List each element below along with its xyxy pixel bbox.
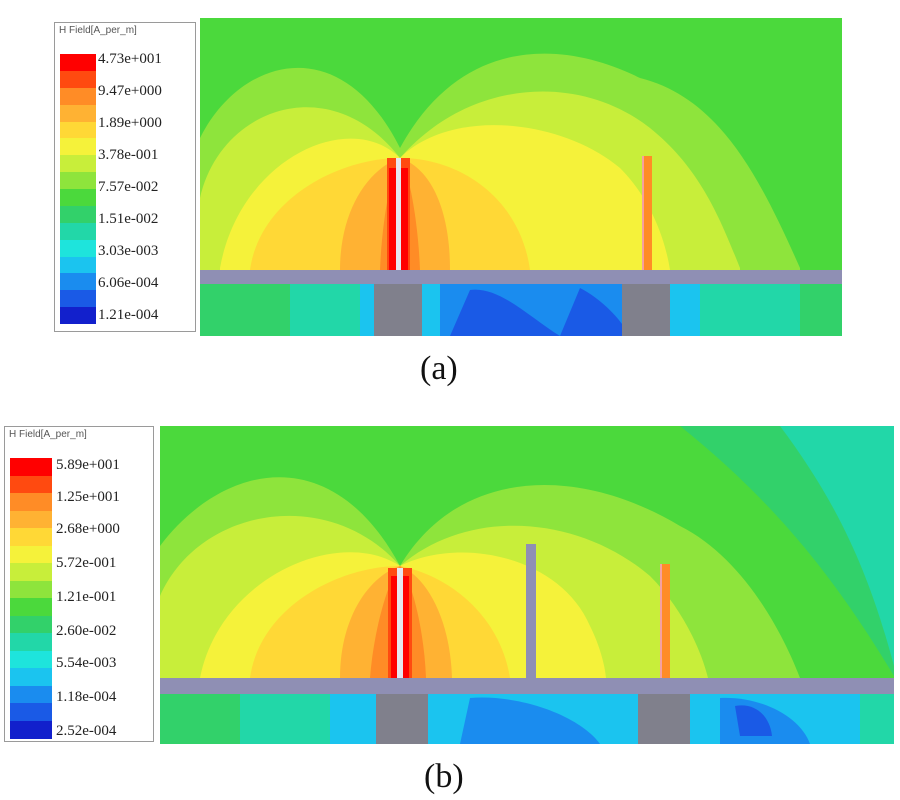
legend-a-swatch-0	[60, 54, 96, 71]
caption-b: (b)	[424, 758, 464, 795]
legend-b-swatch-13	[10, 685, 52, 704]
pillar-left-a	[374, 284, 422, 336]
legend-b-swatch-8	[10, 598, 52, 616]
ground-plate-b	[160, 678, 894, 694]
legend-label-a-2: 1.89e+000	[98, 115, 162, 131]
pillar-right-b	[638, 694, 690, 744]
field-core-hot-b	[391, 576, 397, 678]
legend-title-a: H Field[A_per_m]	[59, 25, 137, 36]
legend-label-a-0: 4.73e+001	[98, 51, 162, 67]
lower-band-deepblue-b	[735, 705, 772, 736]
legend-label-a-4: 7.57e-002	[98, 179, 159, 195]
legend-b-swatch-14	[10, 703, 52, 721]
legend-b-swatch-6	[10, 563, 52, 581]
antenna-right-a	[644, 156, 652, 270]
lower-band-deepblue-a	[450, 289, 560, 336]
legend-label-a-7: 6.06e-004	[98, 275, 159, 291]
legend-label-a-8: 1.21e-004	[98, 307, 159, 323]
legend-a-swatch-5	[60, 138, 96, 156]
legend-a-swatch-3	[60, 104, 96, 122]
legend-label-a-6: 3.03e-003	[98, 243, 159, 259]
legend-a-swatch-6	[60, 155, 96, 173]
legend-a-swatch-7	[60, 172, 96, 190]
legend-a-swatch-2	[60, 87, 96, 105]
legend-label-a-5: 1.51e-002	[98, 211, 159, 227]
antenna-right-edge-a	[642, 156, 644, 270]
legend-label-b-7: 1.18e-004	[56, 689, 117, 705]
legend-b-swatch-15	[10, 720, 52, 739]
legend-a-swatch-1	[60, 70, 96, 88]
antenna-right-b	[662, 564, 670, 678]
legend-b-swatch-9	[10, 615, 52, 634]
field-plot-b	[160, 426, 894, 744]
legend-label-b-1: 1.25e+001	[56, 489, 120, 505]
antenna-middle-b	[526, 544, 536, 678]
legend-a-swatch-15	[60, 307, 96, 325]
legend-label-a-3: 3.78e-001	[98, 147, 159, 163]
legend-b-swatch-1	[10, 475, 52, 494]
field-core-hot2-a	[401, 168, 408, 270]
legend-a-swatch-14	[60, 290, 96, 308]
legend-label-b-6: 5.54e-003	[56, 655, 117, 671]
legend-label-b-5: 2.60e-002	[56, 623, 117, 639]
legend-label-a-1: 9.47e+000	[98, 83, 162, 99]
legend-label-b-3: 5.72e-001	[56, 555, 117, 571]
legend-b-swatch-0	[10, 458, 52, 476]
legend-a-swatch-13	[60, 273, 96, 291]
antenna-left-b	[397, 568, 403, 678]
legend-label-b-8: 2.52e-004	[56, 723, 117, 739]
caption-a: (a)	[420, 350, 458, 387]
legend-b-swatch-12	[10, 668, 52, 686]
legend-label-b-0: 5.89e+001	[56, 457, 120, 473]
legend-b-swatch-10	[10, 633, 52, 651]
legend-b-swatch-11	[10, 650, 52, 669]
legend-a-swatch-11	[60, 239, 96, 257]
legend-a-swatch-10	[60, 222, 96, 240]
legend-label-b-4: 1.21e-001	[56, 589, 117, 605]
lower-band-blue-b	[460, 697, 600, 744]
lower-band-deepblue2-a	[560, 288, 630, 336]
legend-a-swatch-4	[60, 121, 96, 139]
legend-b-swatch-2	[10, 493, 52, 511]
antenna-right-edge-b	[660, 564, 662, 678]
legend-a-swatch-9	[60, 205, 96, 223]
field-core-hot-a	[389, 168, 396, 270]
antenna-left-a	[396, 158, 401, 270]
legend-a-swatch-8	[60, 189, 96, 206]
ground-plate-a	[200, 270, 842, 284]
legend-label-b-2: 2.68e+000	[56, 521, 120, 537]
legend-b-swatch-7	[10, 580, 52, 599]
legend-b-swatch-5	[10, 545, 52, 564]
legend-a-swatch-12	[60, 256, 96, 274]
field-plot-a	[200, 18, 842, 336]
field-band-cyan-b	[780, 426, 894, 666]
legend-b-swatch-4	[10, 528, 52, 546]
field-core-hot2-b	[403, 576, 409, 678]
pillar-right-a	[622, 284, 670, 336]
pillar-left-b	[376, 694, 428, 744]
legend-b-swatch-3	[10, 510, 52, 529]
legend-title-b: H Field[A_per_m]	[9, 429, 87, 440]
